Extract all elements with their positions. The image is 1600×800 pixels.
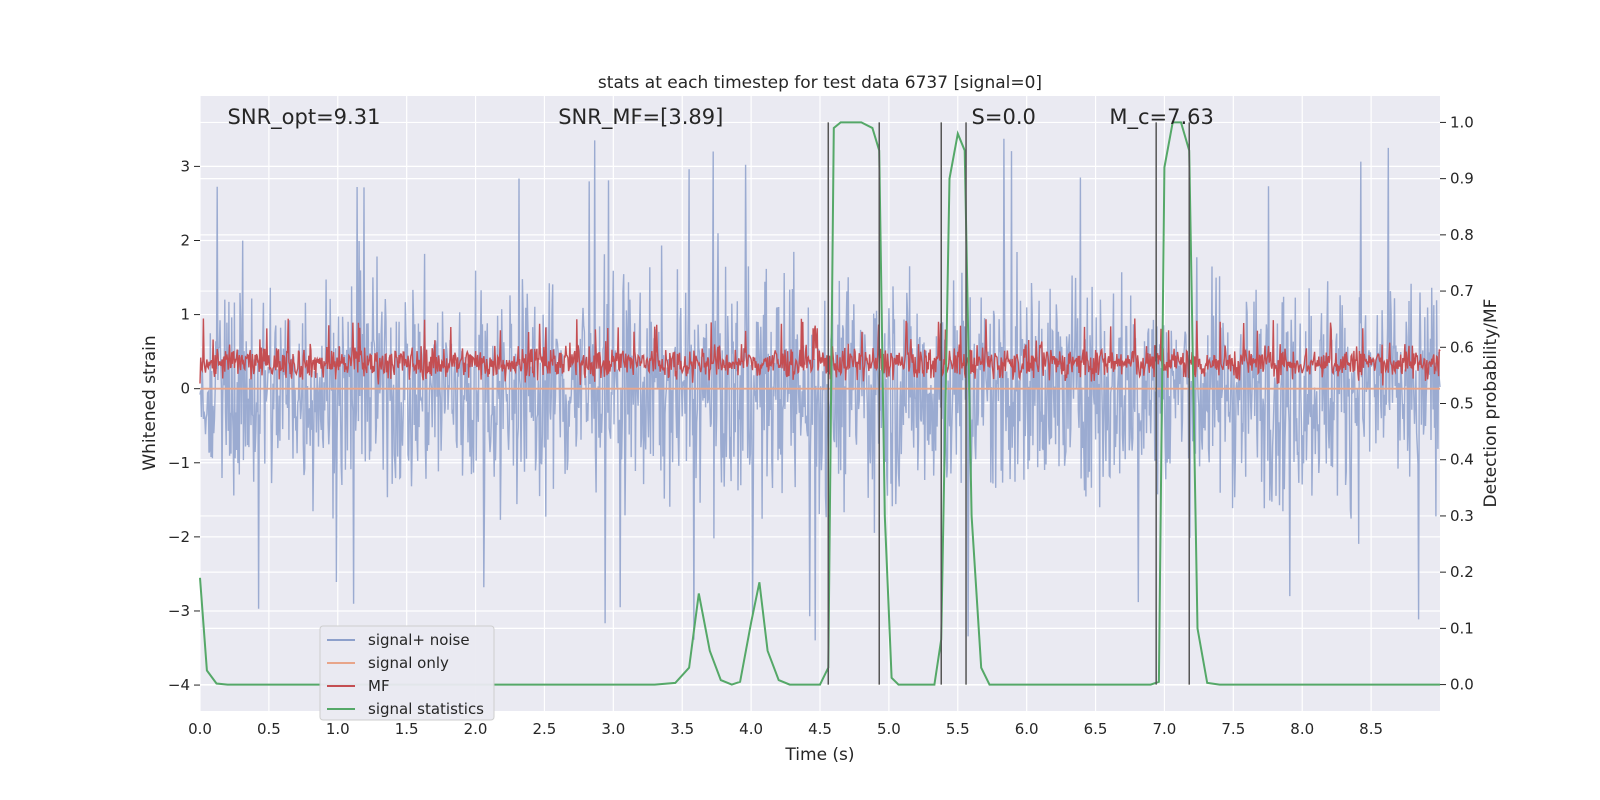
x-tick-label-3: 1.5 <box>395 720 419 738</box>
y-right-tick-label-4: 0.4 <box>1450 451 1474 469</box>
y-left-tick-label-4: 0 <box>180 380 190 398</box>
x-tick-label-14: 7.0 <box>1153 720 1177 738</box>
annotation-1: SNR_MF=[3.89] <box>558 105 723 130</box>
y-left-tick-label-0: −4 <box>168 676 190 694</box>
x-tick-label-7: 3.5 <box>670 720 694 738</box>
x-tick-label-8: 4.0 <box>739 720 763 738</box>
x-tick-label-16: 8.0 <box>1290 720 1314 738</box>
legend-label-mf: MF <box>368 677 390 695</box>
annotation-2: S=0.0 <box>972 105 1036 129</box>
legend-label-signal-noise: signal+ noise <box>368 631 470 649</box>
y-right-tick-label-0: 0.0 <box>1450 676 1474 694</box>
annotations: SNR_opt=9.31 SNR_MF=[3.89] S=0.0 M_c=7.63 <box>228 105 1214 130</box>
y-left-tick-label-5: 1 <box>180 306 190 324</box>
y-right-tick-label-3: 0.3 <box>1450 507 1474 525</box>
x-tick-label-11: 5.5 <box>946 720 970 738</box>
x-tick-label-2: 1.0 <box>326 720 350 738</box>
series-mf <box>199 318 1441 386</box>
series-layer <box>199 121 1441 686</box>
annotation-3: M_c=7.63 <box>1109 105 1214 130</box>
y-left-tick-label-6: 2 <box>180 231 190 249</box>
x-tick-label-0: 0.0 <box>188 720 212 738</box>
y-right-tick-label-7: 0.7 <box>1450 282 1474 300</box>
y-right-tick-label-5: 0.5 <box>1450 395 1474 413</box>
series-signal-statistics <box>199 121 1440 686</box>
y-right-tick-label-9: 0.9 <box>1450 170 1474 188</box>
vertical-markers <box>827 122 1190 685</box>
y-right-tick-label-1: 0.1 <box>1450 619 1474 637</box>
x-tick-label-5: 2.5 <box>533 720 557 738</box>
y-right-tick-label-8: 0.8 <box>1450 226 1474 244</box>
x-tick-label-4: 2.0 <box>464 720 488 738</box>
y-right-tick-label-2: 0.2 <box>1450 563 1474 581</box>
tick-labels: 0.0 0.5 1.0 1.5 2.0 2.5 3.0 3.5 4.0 4.5 5.0 5.5 6.0 6… <box>168 113 1474 738</box>
legend-box <box>319 625 495 721</box>
chart-title: stats at each timestep for test data 673… <box>598 73 1042 93</box>
y-left-tick-label-1: −3 <box>168 602 190 620</box>
x-tick-label-17: 8.5 <box>1359 720 1383 738</box>
y-axis-label-left: Whitened strain <box>140 335 160 470</box>
x-axis-label: Time (s) <box>784 745 854 765</box>
legend-label-signal-statistics: signal statistics <box>368 700 484 718</box>
x-tick-label-12: 6.0 <box>1015 720 1039 738</box>
annotation-0: SNR_opt=9.31 <box>228 105 381 130</box>
y-left-tick-label-7: 3 <box>180 157 190 175</box>
x-tick-label-6: 3.0 <box>601 720 625 738</box>
x-tick-label-10: 5.0 <box>877 720 901 738</box>
x-tick-label-9: 4.5 <box>808 720 832 738</box>
x-tick-label-1: 0.5 <box>257 720 281 738</box>
x-tick-label-15: 7.5 <box>1221 720 1245 738</box>
x-tick-label-13: 6.5 <box>1084 720 1108 738</box>
legend: signal+ noise signal only MF signal stat… <box>319 625 495 721</box>
y-right-tick-label-6: 0.6 <box>1450 338 1474 356</box>
y-left-tick-label-2: −2 <box>168 528 190 546</box>
y-left-tick-label-3: −1 <box>168 454 190 472</box>
legend-label-signal-only: signal only <box>368 654 449 672</box>
y-right-tick-label-10: 1.0 <box>1450 113 1474 131</box>
y-axis-label-right: Detection probability/MF <box>1481 299 1501 508</box>
